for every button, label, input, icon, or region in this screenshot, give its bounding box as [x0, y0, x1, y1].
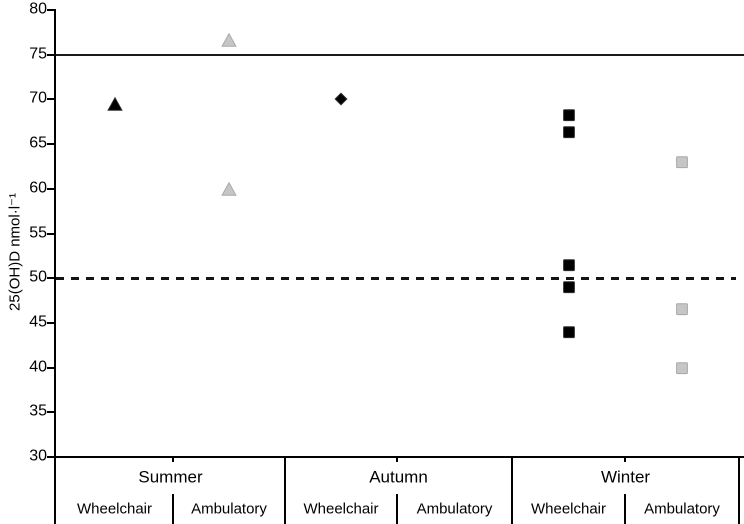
y-axis-tick [47, 277, 54, 280]
x-axis-line [54, 456, 744, 458]
y-axis-tick [47, 9, 54, 11]
data-point-winter-wheelchair [562, 326, 575, 338]
season-label-winter: Winter [600, 467, 651, 487]
subgroup-divider [624, 494, 626, 524]
subgroup-label-autumn-ambulatory: Ambulatory [416, 500, 493, 518]
y-tick-label-40: 40 [29, 358, 47, 376]
reference-line-solid-75 [56, 53, 744, 56]
season-divider [511, 457, 513, 524]
subgroup-label-summer-ambulatory: Ambulatory [191, 500, 267, 518]
y-tick-label-60: 60 [29, 179, 47, 197]
data-point-winter-wheelchair [562, 109, 575, 122]
y-axis-tick [47, 321, 54, 324]
y-tick-label-55: 55 [29, 224, 47, 242]
y-axis-tick [47, 232, 54, 235]
y-axis-tick [47, 366, 54, 369]
y-axis-tick [47, 187, 54, 190]
y-tick-label-65: 65 [29, 134, 47, 152]
data-point-winter-wheelchair [562, 281, 575, 294]
data-point-winter-ambulatory [676, 303, 688, 316]
y-tick-label-80: 80 [29, 0, 47, 18]
y-axis-line [54, 9, 56, 524]
subgroup-label-winter-ambulatory: Ambulatory [644, 500, 720, 518]
data-point-summer-ambulatory [221, 32, 237, 47]
y-tick-label-30: 30 [29, 447, 47, 465]
subgroup-divider [396, 494, 398, 524]
x-axis-subtick [624, 457, 626, 462]
subgroup-divider [172, 494, 174, 524]
data-point-summer-ambulatory [221, 181, 237, 196]
data-point-winter-ambulatory [676, 156, 688, 169]
x-axis-subtick [172, 457, 174, 462]
reference-line-dashed-50 [56, 276, 736, 280]
subgroup-label-summer-wheelchair: Wheelchair [76, 500, 153, 518]
label-area-right-border [738, 456, 740, 524]
subgroup-label-winter-wheelchair: Wheelchair [530, 500, 607, 518]
data-point-summer-wheelchair [106, 96, 123, 111]
y-axis-tick [47, 98, 54, 101]
y-axis-tick [47, 143, 54, 146]
subgroup-label-autumn-wheelchair: Wheelchair [303, 500, 379, 518]
season-label-summer: Summer [138, 467, 203, 487]
y-tick-label-45: 45 [29, 313, 47, 331]
x-axis-subtick [396, 457, 398, 462]
y-axis-tick [47, 456, 54, 458]
data-point-winter-wheelchair [562, 126, 575, 139]
y-tick-label-35: 35 [29, 402, 47, 420]
y-tick-label-75: 75 [29, 45, 47, 63]
y-axis-tick [47, 53, 54, 56]
data-point-autumn-wheelchair [334, 92, 348, 106]
y-tick-label-70: 70 [29, 90, 47, 108]
y-tick-label-50: 50 [29, 268, 47, 286]
data-point-winter-wheelchair [562, 259, 575, 271]
y-axis-tick [47, 411, 54, 414]
season-label-autumn: Autumn [369, 467, 428, 487]
data-point-winter-ambulatory [676, 361, 688, 374]
season-divider [284, 457, 286, 524]
